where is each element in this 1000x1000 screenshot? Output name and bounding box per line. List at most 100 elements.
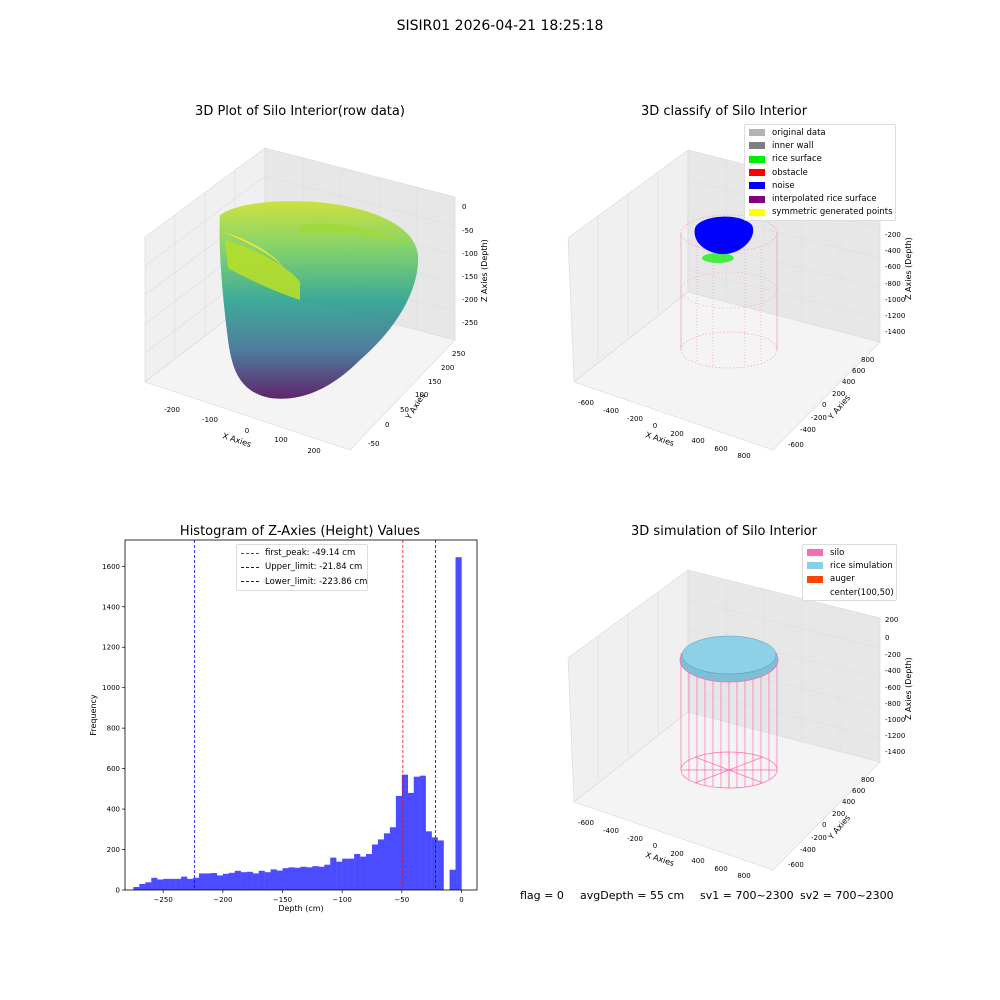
svg-text:0: 0	[885, 634, 889, 642]
legend-item: noise	[745, 179, 895, 192]
histogram-bar	[318, 866, 325, 890]
svg-text:600: 600	[714, 865, 727, 873]
legend-item: Upper_limit: -21.84 cm	[237, 560, 367, 574]
svg-text:Z Axies (Depth): Z Axies (Depth)	[480, 239, 489, 302]
legend-item: center(100,50)	[803, 586, 896, 599]
legend-item: auger	[803, 573, 896, 586]
svg-text:-200: -200	[885, 651, 901, 659]
histogram-bar	[407, 792, 414, 890]
legend-swatch	[807, 562, 823, 570]
svg-text:200: 200	[832, 390, 845, 398]
y-tick-label: 200	[107, 846, 120, 854]
histogram-bar	[449, 869, 456, 890]
y-tick-label: 1600	[102, 563, 120, 571]
y-tick-label: 0	[116, 887, 120, 895]
legend-item: rice surface	[745, 153, 895, 166]
histogram-bar	[431, 837, 438, 890]
svg-text:-1000: -1000	[885, 296, 905, 304]
histogram-bar	[276, 870, 283, 890]
status-flag: flag = 0	[520, 889, 564, 902]
svg-text:-600: -600	[788, 861, 804, 869]
histogram-bar	[187, 878, 194, 890]
x-tick-label: 0	[459, 896, 463, 904]
histogram-bar	[336, 861, 343, 890]
legend-swatch	[749, 169, 765, 177]
legend-item: first_peak: -49.14 cm	[237, 546, 367, 560]
histogram-bar	[425, 831, 432, 890]
svg-text:-50: -50	[368, 440, 379, 448]
histogram-bar	[181, 876, 188, 890]
classify-plot-title: 3D classify of Silo Interior	[640, 104, 808, 119]
svg-text:-600: -600	[885, 263, 901, 271]
svg-text:-50: -50	[462, 227, 473, 235]
legend-swatch	[749, 195, 765, 203]
histogram-bar	[198, 873, 206, 890]
svg-text:0: 0	[653, 842, 657, 850]
histogram-bar	[383, 833, 391, 890]
histogram-bar	[151, 877, 158, 890]
histogram-bar	[300, 866, 307, 890]
svg-text:200: 200	[885, 616, 898, 624]
histogram-title: Histogram of Z-Axies (Height) Values	[179, 524, 421, 539]
svg-text:-400: -400	[603, 407, 619, 415]
svg-text:0: 0	[653, 422, 657, 430]
simulation-plot-title: 3D simulation of Silo Interior	[631, 524, 817, 539]
svg-text:800: 800	[861, 776, 874, 784]
legend-item: original data	[745, 126, 895, 139]
status-sv2: sv2 = 700~2300	[800, 889, 894, 902]
histogram-bar	[252, 873, 259, 890]
svg-text:-200: -200	[627, 835, 643, 843]
svg-text:800: 800	[861, 356, 874, 364]
histogram-bar	[169, 878, 176, 890]
histogram-bar	[246, 871, 253, 890]
legend-swatch	[749, 155, 765, 163]
histogram-bar	[240, 872, 247, 890]
legend-line	[241, 552, 259, 554]
svg-text:-200: -200	[627, 415, 643, 423]
legend-item: silo	[803, 546, 896, 559]
histogram-bar	[210, 873, 218, 890]
histogram-bar	[264, 872, 271, 890]
legend-swatch	[749, 182, 765, 190]
histogram-bar	[324, 864, 331, 890]
legend-swatch	[807, 575, 823, 583]
svg-text:50: 50	[400, 406, 409, 414]
histogram-bar	[175, 878, 182, 890]
histogram-bar	[288, 867, 295, 890]
status-sv1: sv1 = 700~2300	[700, 889, 794, 902]
svg-text:-400: -400	[603, 827, 619, 835]
svg-text:-200: -200	[811, 834, 827, 842]
histogram-bar	[330, 857, 337, 890]
svg-text:Z Axies (Depth): Z Axies (Depth)	[904, 237, 913, 300]
classify-legend: original data inner wall rice surface ob…	[744, 124, 896, 222]
raw-plot-title: 3D Plot of Silo Interior(row data)	[195, 104, 405, 119]
svg-text:800: 800	[737, 872, 750, 880]
histogram-bar	[258, 870, 265, 890]
svg-text:400: 400	[842, 798, 855, 806]
histogram-bar	[139, 883, 146, 890]
histogram-bar	[348, 858, 355, 890]
status-avg-depth: avgDepth = 55 cm	[580, 889, 685, 902]
svg-text:-100: -100	[462, 250, 478, 258]
histogram-bar	[395, 795, 403, 890]
legend-item: rice simulation	[803, 559, 896, 572]
svg-text:-200: -200	[885, 231, 901, 239]
histogram-bar	[354, 853, 361, 890]
svg-text:150: 150	[428, 378, 441, 386]
x-tick-label: −200	[213, 896, 232, 904]
histogram-bar	[401, 774, 408, 890]
svg-text:200: 200	[670, 850, 683, 858]
histogram-bar	[413, 776, 420, 890]
histogram-bar	[157, 879, 164, 890]
histogram-bar	[228, 872, 235, 890]
svg-text:0: 0	[245, 427, 249, 435]
svg-text:600: 600	[714, 445, 727, 453]
svg-text:600: 600	[852, 787, 865, 795]
svg-text:100: 100	[274, 436, 287, 444]
svg-text:-150: -150	[462, 273, 478, 281]
x-tick-label: −50	[394, 896, 409, 904]
y-tick-label: 1200	[102, 644, 120, 652]
y-tick-label: 400	[107, 806, 120, 814]
svg-text:-100: -100	[202, 416, 218, 424]
